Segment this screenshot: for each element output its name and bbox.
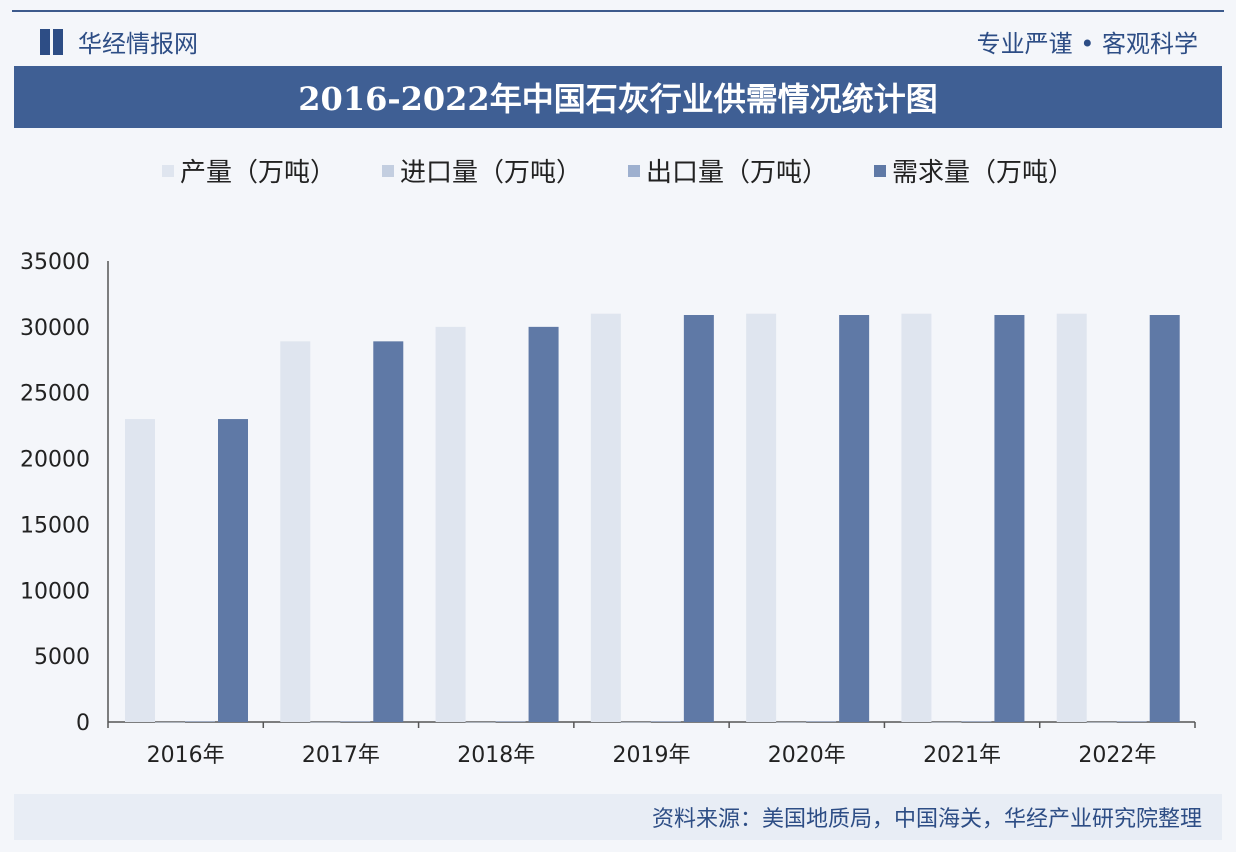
bar-demand	[218, 419, 248, 722]
bar-export	[650, 721, 681, 722]
chart-title: 2016-2022年中国石灰行业供需情况统计图	[14, 66, 1222, 128]
legend-label: 需求量（万吨）	[892, 158, 1075, 188]
bar-export	[340, 721, 371, 722]
x-tick-label: 2016年	[147, 743, 225, 768]
y-tick-label: 10000	[20, 579, 90, 604]
brand: 华经情报网	[40, 24, 198, 59]
bar-export	[495, 721, 526, 722]
bar-demand	[528, 326, 559, 722]
x-tick-label: 2017年	[302, 743, 380, 768]
bar-demand	[373, 341, 404, 722]
brand-name: 华经情报网	[78, 30, 198, 58]
bar-export	[185, 721, 215, 722]
bar-import	[776, 721, 807, 723]
bar-demand	[1149, 315, 1180, 722]
bar-production	[280, 341, 311, 722]
source-note: 资料来源：美国地质局，中国海关，华经产业研究院整理	[14, 794, 1222, 840]
y-tick-label: 20000	[20, 448, 90, 473]
bar-demand	[994, 315, 1025, 722]
legend: 产量（万吨） 进口量（万吨） 出口量（万吨） 需求量（万吨）	[0, 152, 1236, 189]
bar-production	[435, 326, 466, 722]
logo-icon	[40, 28, 66, 55]
bar-export	[961, 721, 992, 722]
legend-swatch	[381, 164, 394, 177]
legend-label: 产量（万吨）	[179, 158, 336, 188]
bar-import	[620, 721, 651, 723]
bar-export	[1116, 721, 1147, 722]
bar-import	[931, 721, 962, 723]
bar-import	[1086, 721, 1117, 723]
x-tick-label: 2018年	[457, 743, 535, 768]
y-tick-label: 15000	[20, 513, 90, 538]
y-tick-label: 25000	[20, 382, 90, 407]
legend-item: 需求量（万吨）	[874, 152, 1074, 189]
y-tick-label: 0	[76, 711, 90, 736]
legend-swatch	[874, 164, 887, 177]
legend-swatch	[161, 164, 174, 177]
y-tick-label: 5000	[34, 645, 90, 670]
top-rule	[12, 10, 1224, 12]
legend-item: 进口量（万吨）	[381, 152, 582, 189]
bar-demand	[839, 315, 870, 722]
legend-label: 进口量（万吨）	[399, 158, 582, 188]
x-tick-label: 2019年	[613, 743, 691, 768]
x-tick-label: 2020年	[768, 743, 846, 768]
source-text: 资料来源：美国地质局，中国海关，华经产业研究院整理	[651, 807, 1202, 832]
slogan: 专业严谨 • 客观科学	[976, 30, 1198, 58]
bar-import	[155, 721, 185, 723]
bar-import	[465, 721, 496, 723]
legend-item: 产量（万吨）	[161, 152, 336, 189]
bar-production	[746, 313, 777, 722]
y-tick-label: 35000	[20, 250, 90, 275]
bar-demand	[683, 315, 714, 722]
legend-swatch	[628, 164, 640, 177]
y-tick-label: 30000	[20, 316, 90, 341]
legend-item: 出口量（万吨）	[628, 152, 828, 189]
bar-export	[806, 721, 837, 722]
bar-production	[590, 313, 621, 722]
x-tick-label: 2022年	[1078, 743, 1156, 768]
bar-production	[125, 419, 155, 722]
bar-import	[310, 721, 341, 723]
x-tick-label: 2021年	[923, 743, 1001, 768]
legend-label: 出口量（万吨）	[646, 158, 829, 188]
bar-production	[1056, 313, 1087, 722]
bar-production	[901, 313, 932, 722]
